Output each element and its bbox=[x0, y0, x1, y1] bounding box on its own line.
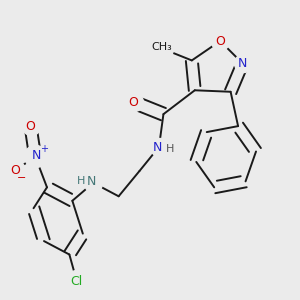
Text: H: H bbox=[76, 176, 85, 186]
Text: N: N bbox=[87, 175, 97, 188]
Text: O: O bbox=[26, 120, 35, 133]
Text: Cl: Cl bbox=[71, 275, 83, 288]
Text: N: N bbox=[153, 140, 162, 154]
Text: N: N bbox=[32, 149, 41, 163]
Text: O: O bbox=[215, 34, 225, 47]
Text: H: H bbox=[166, 144, 175, 154]
Text: +: + bbox=[40, 143, 48, 154]
Text: N: N bbox=[238, 57, 247, 70]
Text: CH₃: CH₃ bbox=[152, 42, 172, 52]
Text: −: − bbox=[17, 173, 26, 183]
Text: O: O bbox=[129, 96, 139, 109]
Text: O: O bbox=[11, 164, 21, 177]
